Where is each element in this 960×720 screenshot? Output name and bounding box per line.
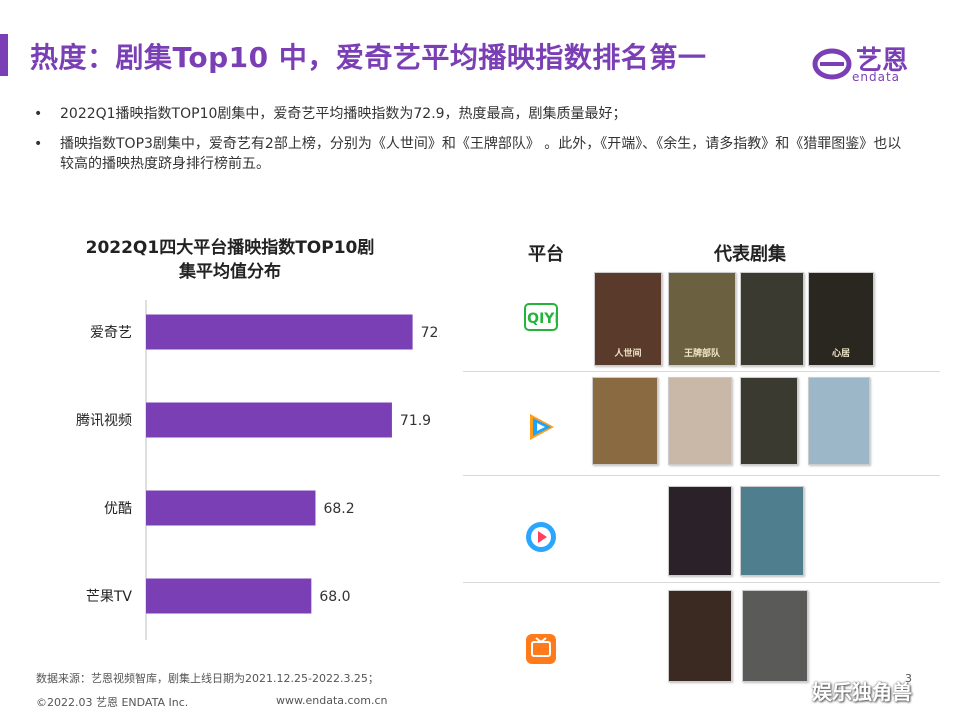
bullet-dot: • [34, 136, 43, 152]
youku-icon [524, 520, 558, 554]
logo-en-text: endata [852, 70, 901, 84]
category-label: 爱奇艺 [90, 324, 132, 341]
bar [146, 314, 413, 350]
row-divider [463, 371, 940, 372]
poster-mango-2 [742, 590, 808, 682]
value-label: 71.9 [400, 413, 431, 429]
bullet-item: • 播映指数TOP3剧集中，爱奇艺有2部上榜，分别为《人世间》和《王牌部队》 。… [34, 134, 914, 174]
poster-youku-1 [668, 486, 732, 576]
data-source-note: 数据来源：艺恩视频智库，剧集上线日期为2021.12.25-2022.3.25； [36, 672, 379, 685]
title-accent-bar [0, 34, 8, 76]
value-label: 72.9 [421, 325, 440, 341]
value-label: 68.0 [319, 589, 350, 605]
poster-ren-shi-jian: 人世间 [594, 272, 662, 366]
poster-lie-zui-tu-jian [740, 272, 804, 366]
mango-tv-icon [524, 632, 558, 666]
poster-mango-1 [668, 590, 732, 682]
poster-tencent-2 [668, 377, 732, 465]
tencent-video-icon [524, 410, 558, 444]
website-link[interactable]: www.endata.com.cn [276, 694, 388, 707]
copyright-text: ©2022.03 艺恩 ENDATA Inc. [36, 696, 189, 709]
poster-kai-duan [592, 377, 658, 465]
poster-title: 心居 [831, 349, 850, 359]
bar-chart: 爱奇艺 72.9 腾讯视频 71.9 优酷 68.2 芒果TV 68.0 [76, 300, 440, 640]
category-label: 腾讯视频 [76, 412, 132, 429]
category-label: 优酷 [104, 501, 132, 517]
bar [146, 578, 312, 614]
bar [146, 402, 392, 438]
row-divider [463, 475, 940, 476]
value-label: 68.2 [323, 501, 354, 517]
chart-title-line2: 集平均值分布 [179, 262, 281, 282]
poster-xin-ju: 心居 [808, 272, 874, 366]
endata-logo: 艺恩 endata [812, 40, 932, 86]
bullet-text: 2022Q1播映指数TOP10剧集中，爱奇艺平均播映指数为72.9，热度最高，剧… [60, 106, 627, 122]
poster-title: 人世间 [614, 349, 642, 359]
page-number: 3 [905, 672, 912, 685]
column-header-platform: 平台 [528, 244, 564, 265]
bullet-dot: • [34, 106, 43, 122]
chart-title-line1: 2022Q1四大平台播映指数TOP10剧 [85, 238, 375, 258]
chart-title: 2022Q1四大平台播映指数TOP10剧 集平均值分布 [70, 236, 390, 284]
column-header-shows: 代表剧集 [714, 244, 786, 265]
svg-text:iQIYI: iQIYI [524, 311, 558, 327]
bullet-item: • 2022Q1播映指数TOP10剧集中，爱奇艺平均播映指数为72.9，热度最高… [34, 104, 914, 124]
summary-bullets: • 2022Q1播映指数TOP10剧集中，爱奇艺平均播映指数为72.9，热度最高… [34, 104, 914, 184]
poster-tencent-4 [808, 377, 870, 465]
bullet-text: 播映指数TOP3剧集中，爱奇艺有2部上榜，分别为《人世间》和《王牌部队》 。此外… [60, 136, 902, 172]
category-label: 芒果TV [86, 589, 133, 605]
poster-title: 王牌部队 [683, 349, 720, 359]
poster-youku-2 [740, 486, 804, 576]
watermark-text: 娱乐独角兽 [812, 680, 912, 704]
poster-wang-pai-bu-dui: 王牌部队 [668, 272, 736, 366]
row-divider [463, 582, 940, 583]
poster-lie-zui-tu-jian-2 [740, 377, 798, 465]
page-title: 热度：剧集Top10 中，爱奇艺平均播映指数排名第一 [30, 41, 707, 74]
endata-logo-icon [812, 48, 852, 80]
iqiyi-icon: iQIYI [522, 300, 560, 334]
bar [146, 490, 316, 526]
logo-cn-text: 艺恩 [856, 46, 909, 76]
